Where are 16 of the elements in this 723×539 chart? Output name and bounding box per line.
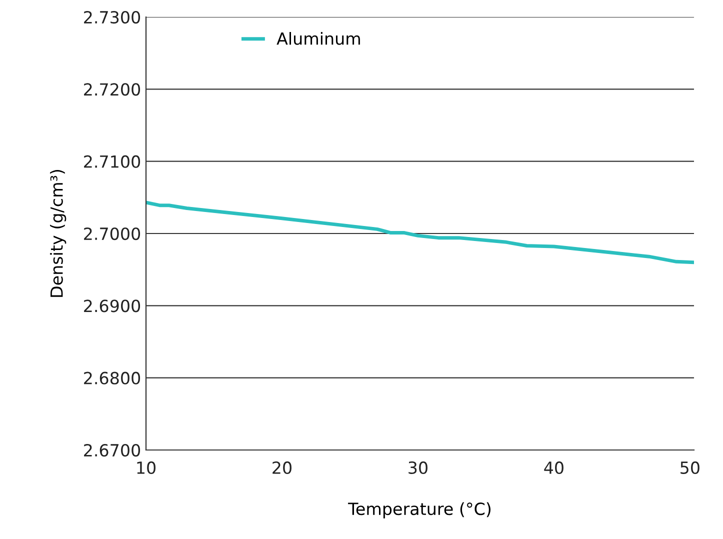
- x-tick-label: 10: [137, 461, 156, 474]
- x-tick-label: 40: [544, 461, 564, 474]
- y-tick-label: 2.7000: [84, 227, 140, 240]
- legend-label: Aluminum: [276, 32, 360, 45]
- y-tick-label: 2.6700: [84, 444, 140, 457]
- x-axis-title: Temperature (°C): [348, 502, 490, 518]
- y-tick-label: 2.7200: [84, 83, 140, 96]
- y-tick-label: 2.6800: [84, 372, 140, 384]
- x-tick-label: 50: [680, 461, 700, 474]
- y-tick-label: 2.7100: [84, 155, 140, 168]
- line-series: [146, 200, 694, 264]
- y-tick-label: 2.7300: [84, 10, 140, 24]
- y-tick-label: 2.6900: [84, 300, 140, 312]
- x-tick-label: 30: [408, 461, 428, 474]
- y-axis-title: Density (g/cm³): [50, 170, 66, 297]
- x-tick-label: 20: [272, 461, 292, 474]
